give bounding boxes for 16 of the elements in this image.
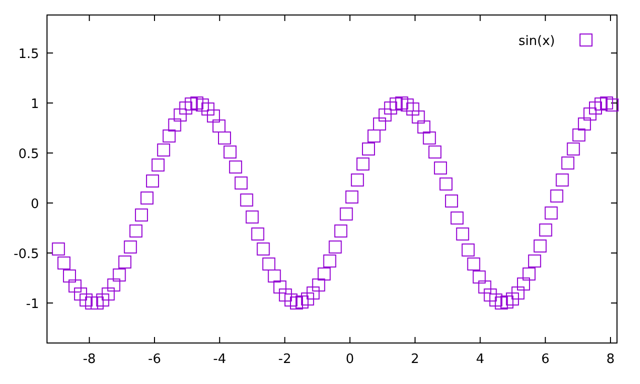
y-tick-label: 0.5 bbox=[18, 147, 39, 162]
x-tick-label: 2 bbox=[410, 352, 420, 367]
x-tick-label: 8 bbox=[606, 352, 615, 367]
y-tick-label: -0.5 bbox=[14, 247, 39, 262]
x-tick-label: -6 bbox=[148, 352, 161, 367]
y-tick-label: 1 bbox=[30, 97, 39, 112]
x-tick-label: 6 bbox=[541, 352, 550, 367]
x-tick-label: -2 bbox=[278, 352, 292, 367]
x-tick-label: 4 bbox=[476, 352, 484, 367]
x-tick-label: -8 bbox=[82, 352, 96, 367]
y-tick-label: 1.5 bbox=[18, 47, 39, 62]
x-tick-label: -4 bbox=[213, 352, 226, 367]
legend-label: sin(x) bbox=[518, 34, 555, 49]
y-tick-label: 0 bbox=[30, 197, 39, 212]
x-tick-label: 0 bbox=[346, 352, 354, 367]
y-tick-label: -1 bbox=[26, 297, 39, 312]
